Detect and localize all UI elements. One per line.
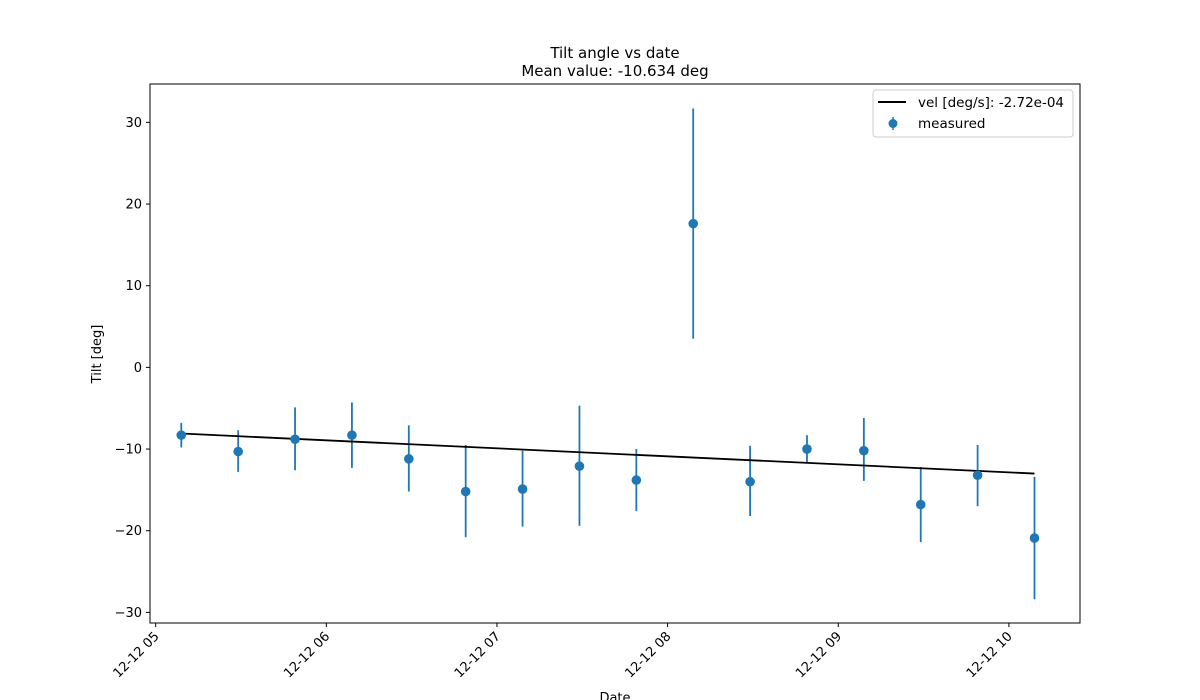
data-point	[745, 476, 755, 487]
x-tick-label: 12-12 10	[964, 629, 1016, 681]
data-point	[460, 486, 471, 497]
x-axis-label: Date	[599, 691, 630, 700]
x-axis: 12-12 05 12-12 06 12-12 07 12-12 08 12-12 09…	[111, 623, 1016, 681]
chart-subtitle: Mean value: -10.634 deg	[521, 62, 708, 80]
y-tick-label: 0	[134, 361, 142, 376]
data-point	[631, 475, 642, 485]
y-tick-label: 20	[125, 198, 142, 213]
axes-frame	[149, 83, 1081, 624]
data-point	[404, 454, 414, 464]
y-tick-label: −20	[115, 524, 142, 539]
y-tick-label: 30	[125, 116, 142, 131]
y-tick-label: −10	[115, 443, 142, 458]
y-tick-label: −30	[115, 606, 142, 621]
legend-box	[872, 89, 1074, 138]
data-point	[233, 446, 243, 457]
data-point	[176, 430, 187, 440]
data-point	[347, 430, 357, 440]
legend: vel [deg/s]: -2.72e-04 measured	[872, 89, 1074, 138]
x-tick-label: 12-12 07	[452, 629, 504, 681]
x-tick-label: 12-12 05	[111, 629, 163, 681]
x-tick-label: 12-12 08	[623, 629, 675, 681]
data-point	[859, 445, 869, 456]
data-point	[915, 499, 926, 510]
fit-line	[181, 432, 1035, 475]
y-tick-label: 10	[125, 279, 142, 294]
plot-area	[176, 108, 1040, 600]
x-tick-label: 12-12 06	[281, 629, 333, 681]
data-point	[972, 470, 983, 480]
data-point	[574, 461, 585, 472]
data-point	[290, 434, 300, 445]
data-point	[1029, 533, 1040, 543]
legend-marker-swatch	[888, 119, 898, 128]
legend-label-fit: vel [deg/s]: -2.72e-04	[918, 95, 1064, 111]
y-axis: −30 −20 −10 0 10 20 30	[115, 116, 150, 621]
data-point	[802, 444, 812, 454]
legend-label-measured: measured	[918, 116, 985, 132]
x-tick-label: 12-12 09	[793, 629, 845, 681]
y-axis-label: Tilt [deg]	[90, 325, 105, 385]
data-point	[517, 484, 528, 494]
data-point	[688, 218, 699, 229]
chart-title: Tilt angle vs date	[549, 44, 679, 62]
